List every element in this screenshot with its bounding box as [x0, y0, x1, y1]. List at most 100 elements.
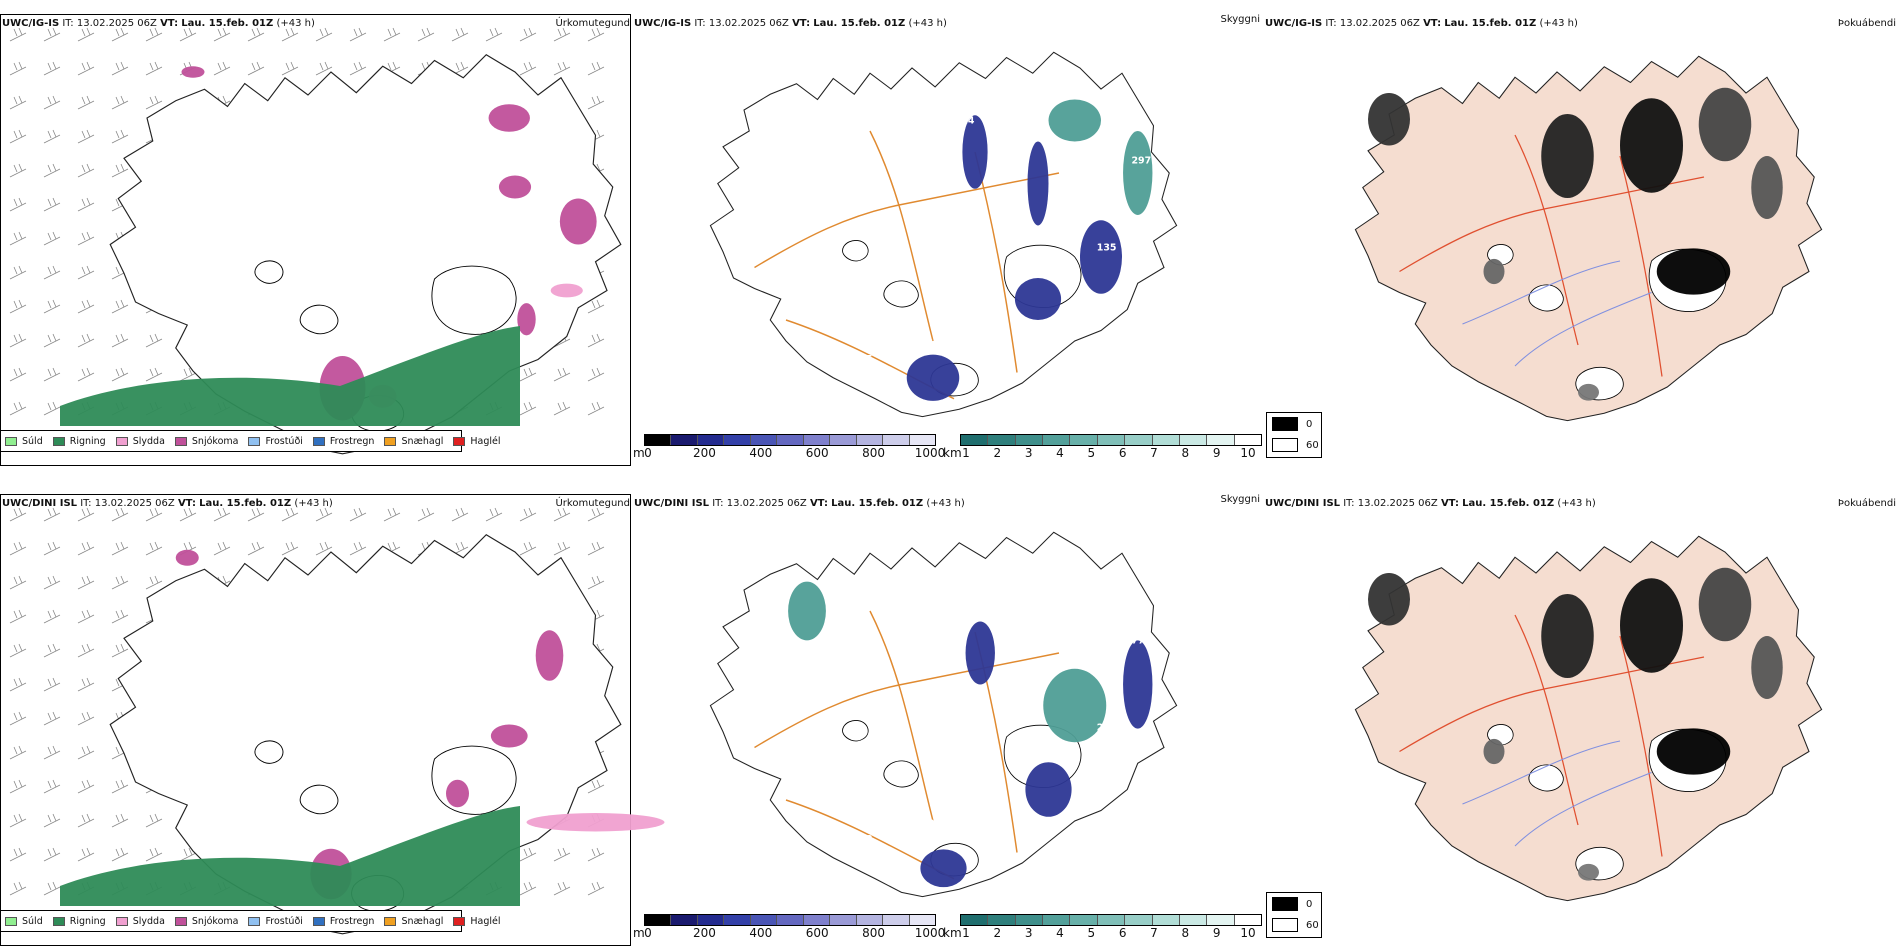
- river-network: [1462, 740, 1652, 847]
- fog-area: [1368, 573, 1410, 626]
- cloud-base-label: 28: [1097, 723, 1110, 734]
- cloud-base-label: 201: [791, 370, 811, 381]
- legend-item: Haglél: [453, 916, 501, 927]
- colorbar-tick: 1: [962, 926, 970, 940]
- colorbar-tick: 0: [644, 446, 652, 460]
- legend-label: Haglél: [470, 435, 501, 447]
- legend-label: Rigning: [69, 915, 106, 927]
- cloud-base-label: 183: [723, 92, 743, 103]
- panel-title: UWC/IG-IS IT: 13.02.2025 06Z VT: Lau. 15…: [634, 18, 947, 29]
- colorbar-bin: [961, 435, 989, 445]
- cloud-area: [965, 621, 995, 685]
- road-network: [754, 610, 1060, 880]
- precip-area: [535, 630, 564, 681]
- precip-type-title: Úrkomutegund: [555, 498, 630, 509]
- cloud-base-label: 136: [826, 283, 846, 294]
- cloud-area: [1080, 220, 1122, 294]
- legend-item: Snjókoma: [174, 915, 239, 927]
- iceland-outline: [1354, 55, 1823, 422]
- cloud-base-label: 15: [860, 354, 873, 365]
- colorbar-tick: 9: [1212, 926, 1221, 940]
- clouds-title: Skyggni: [1220, 494, 1260, 505]
- cloud-base-label: 122: [825, 147, 845, 158]
- colorbar-bin: [1234, 915, 1261, 925]
- legend-swatch: [115, 436, 128, 446]
- colorbar-bin: [1179, 435, 1208, 445]
- legend-swatch: [5, 436, 17, 446]
- precip-area: [526, 813, 665, 832]
- iceland-outline: [1354, 535, 1823, 902]
- precip-area: [550, 283, 583, 298]
- colorbar-bin: [671, 915, 698, 925]
- precip-area: [490, 724, 528, 748]
- legend-item: Snæhagl: [384, 436, 443, 447]
- fog-area: [1368, 93, 1410, 146]
- visibility-colorbar: [960, 914, 1262, 926]
- legend-item: Snjókoma: [174, 436, 238, 447]
- cloud-area: [1123, 131, 1153, 215]
- fog-area: [1656, 248, 1731, 295]
- height-colorbar: [644, 434, 936, 446]
- legend-item: Súld: [5, 916, 43, 927]
- precip-type-legend: Súld Rigning Slydda Snjókoma Frostúði Frostre…: [0, 430, 501, 452]
- legend-label: Slydda: [132, 435, 165, 447]
- legend-item: Slydda: [115, 435, 165, 447]
- height-unit: m: [633, 446, 645, 460]
- legend-swatch: [248, 916, 261, 926]
- colorbar-tick: 7: [1150, 446, 1158, 460]
- cloud-base-label: 184: [758, 778, 778, 789]
- clouds-title: Skyggni: [1220, 14, 1260, 25]
- valid-time: Lau. 15.feb. 01Z: [181, 18, 274, 29]
- colorbar-bin: [750, 915, 778, 925]
- cloud-base-label: 13: [791, 850, 804, 861]
- colorbar-tick: 4: [1056, 446, 1064, 460]
- colorbar-tick: 800: [862, 926, 886, 940]
- legend-label: Súld: [22, 915, 43, 927]
- cloud-base-label: 82: [995, 187, 1008, 198]
- cloud-area: [1043, 668, 1107, 743]
- iceland-outline: 183 122 168 259 98 201 131 82 135 20 15 14 12 73 136 13…: [709, 51, 1178, 418]
- colorbar-bin: [1070, 915, 1098, 925]
- legend-item: Frostregn: [312, 436, 374, 447]
- fog-map: [1354, 535, 1823, 902]
- colorbar-bin: [1125, 435, 1153, 445]
- legend-item: Slydda: [115, 915, 165, 927]
- clouds-map: 183 122 168 259 98 201 131 82 135 20 15 14 12 73 136 13…: [709, 51, 1178, 418]
- colorbar-tick: 10: [1240, 446, 1256, 460]
- cloud-area: [1025, 762, 1072, 817]
- legend-item: Frostúði: [248, 916, 303, 927]
- precip-area: [488, 104, 530, 132]
- colorbar-tick: 5: [1087, 926, 1096, 940]
- colorbar-bin: [1015, 435, 1044, 445]
- colorbar-bin: [671, 435, 698, 445]
- colorbar-bin: [803, 915, 831, 925]
- fog-title: Þokuábendi: [1837, 498, 1896, 509]
- legend-label: Slydda: [132, 915, 165, 927]
- fog-area: [1751, 636, 1783, 699]
- colorbar-bin: [830, 435, 857, 445]
- colorbar-tick: 800: [862, 446, 886, 460]
- fog-legend-max: 60: [1306, 919, 1319, 931]
- precip-area: [498, 175, 532, 199]
- colorbar-bin: [856, 435, 884, 445]
- legend-item: Rigning: [52, 436, 106, 447]
- cloud-area: [920, 849, 967, 888]
- colorbar-bin: [988, 915, 1016, 925]
- legend-swatch: [248, 436, 261, 446]
- colorbar-tick: 6: [1118, 446, 1127, 460]
- cloud-base-label: 142: [995, 667, 1015, 678]
- colorbar-bin: [1015, 915, 1044, 925]
- height-colorbar: [644, 914, 936, 926]
- fog-area: [1656, 728, 1731, 775]
- lead-time: (+43 h): [276, 18, 315, 29]
- cloud-base-label: 20: [758, 298, 772, 309]
- colorbar-bin: [1097, 915, 1126, 925]
- cloud-base-label: 98: [1130, 314, 1143, 325]
- colorbar-tick: 2: [993, 446, 1002, 460]
- cloud-base-label: 30: [1130, 794, 1144, 805]
- legend-label: Frostúði: [265, 435, 303, 447]
- cloud-base-label: 121: [724, 707, 744, 718]
- colorbar-bin: [803, 435, 831, 445]
- legend-label: Snjókoma: [191, 915, 239, 927]
- cloud-base-label: 297: [1131, 156, 1151, 167]
